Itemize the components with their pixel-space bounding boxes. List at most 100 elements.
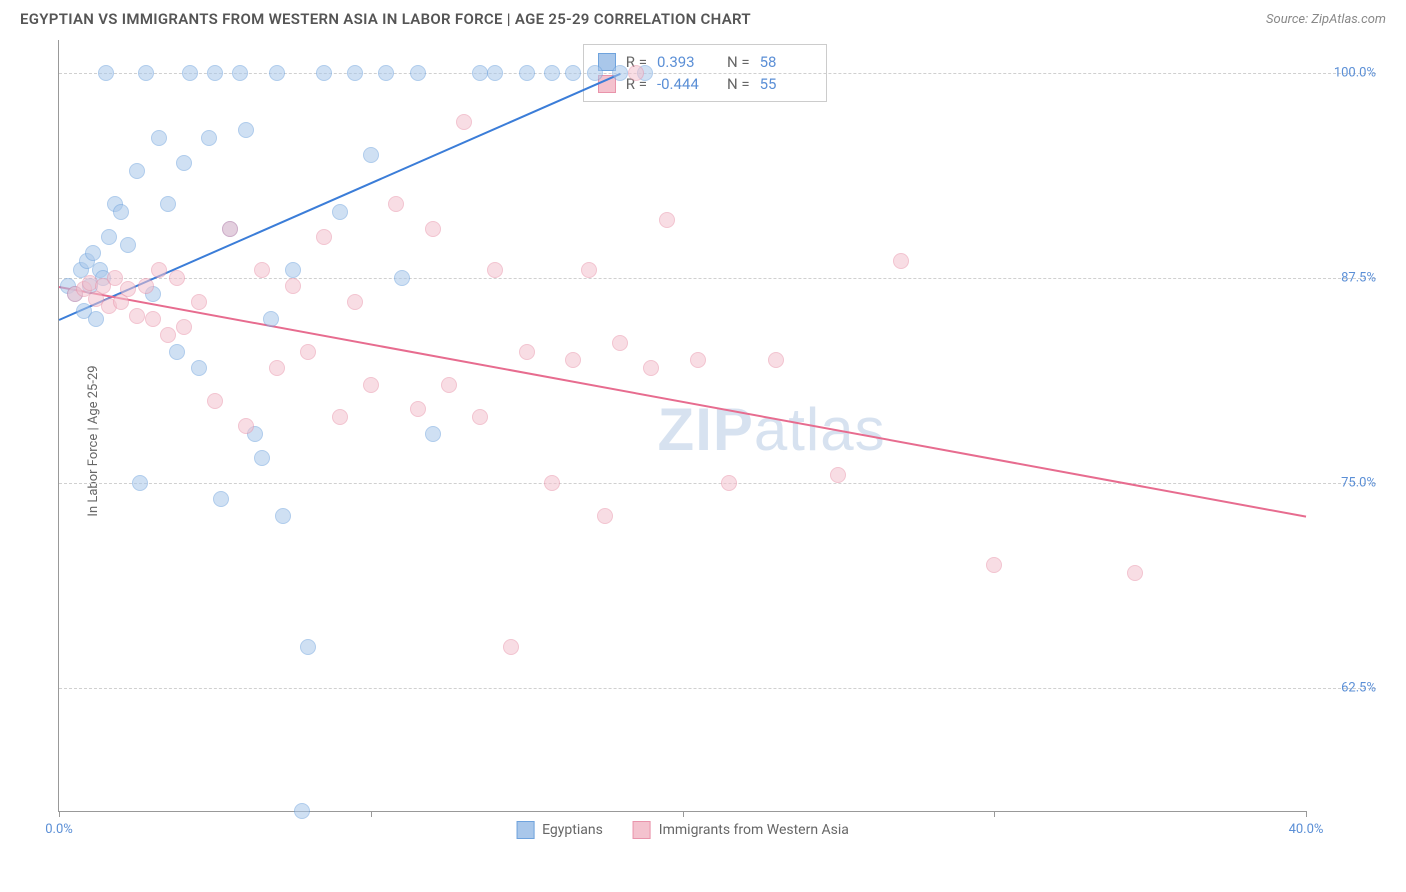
data-point: [612, 65, 628, 81]
data-point: [363, 377, 379, 393]
gridline: [59, 483, 1376, 484]
y-tick-label: 75.0%: [1333, 475, 1376, 490]
n-label: N =: [727, 53, 750, 71]
data-point: [120, 281, 136, 297]
data-point: [182, 65, 198, 81]
data-point: [207, 65, 223, 81]
legend-item: Immigrants from Western Asia: [633, 821, 849, 839]
data-point: [88, 311, 104, 327]
data-point: [544, 65, 560, 81]
legend-swatch: [633, 821, 651, 839]
data-point: [151, 262, 167, 278]
data-point: [169, 270, 185, 286]
data-point: [160, 327, 176, 343]
data-point: [138, 278, 154, 294]
data-point: [565, 65, 581, 81]
data-point: [191, 360, 207, 376]
legend-swatch: [516, 821, 534, 839]
x-tick-label: 0.0%: [45, 822, 73, 837]
data-point: [275, 508, 291, 524]
data-point: [316, 65, 332, 81]
data-point: [101, 229, 117, 245]
data-point: [285, 262, 301, 278]
plot-area: ZIPatlas R =0.393N =58R =-0.444N =55 Egy…: [58, 40, 1306, 812]
data-point: [191, 294, 207, 310]
data-point: [300, 344, 316, 360]
data-point: [254, 450, 270, 466]
data-point: [145, 311, 161, 327]
data-point: [98, 65, 114, 81]
legend-item: Egyptians: [516, 821, 603, 839]
data-point: [830, 467, 846, 483]
data-point: [544, 475, 560, 491]
data-point: [294, 803, 310, 819]
data-point: [232, 65, 248, 81]
data-point: [132, 475, 148, 491]
header: EGYPTIAN VS IMMIGRANTS FROM WESTERN ASIA…: [0, 0, 1406, 36]
data-point: [222, 221, 238, 237]
gridline: [59, 688, 1376, 689]
data-point: [893, 253, 909, 269]
data-point: [300, 639, 316, 655]
data-point: [1127, 565, 1143, 581]
data-point: [487, 65, 503, 81]
series-legend: Egyptians Immigrants from Western Asia: [516, 821, 849, 839]
data-point: [472, 409, 488, 425]
data-point: [85, 245, 101, 261]
data-point: [201, 130, 217, 146]
data-point: [425, 426, 441, 442]
data-point: [138, 65, 154, 81]
gridline: [59, 73, 1376, 74]
data-point: [565, 352, 581, 368]
data-point: [388, 196, 404, 212]
chart-container: In Labor Force | Age 25-29 ZIPatlas R =0…: [48, 40, 1386, 842]
x-tick: [994, 811, 995, 817]
x-tick: [683, 811, 684, 817]
data-point: [238, 122, 254, 138]
x-tick: [371, 811, 372, 817]
data-point: [113, 204, 129, 220]
data-point: [316, 229, 332, 245]
data-point: [285, 278, 301, 294]
x-tick: [59, 811, 60, 817]
data-point: [207, 393, 223, 409]
r-value: -0.444: [657, 75, 709, 93]
data-point: [690, 352, 706, 368]
data-point: [487, 262, 503, 278]
data-point: [612, 335, 628, 351]
data-point: [519, 65, 535, 81]
legend-label: Egyptians: [542, 822, 603, 838]
data-point: [129, 163, 145, 179]
n-value: 55: [760, 75, 812, 93]
data-point: [169, 344, 185, 360]
data-point: [263, 311, 279, 327]
data-point: [628, 65, 644, 81]
data-point: [151, 130, 167, 146]
chart-title: EGYPTIAN VS IMMIGRANTS FROM WESTERN ASIA…: [20, 10, 751, 28]
data-point: [269, 360, 285, 376]
data-point: [332, 409, 348, 425]
data-point: [503, 639, 519, 655]
data-point: [254, 262, 270, 278]
data-point: [410, 65, 426, 81]
data-point: [659, 212, 675, 228]
n-value: 58: [760, 53, 812, 71]
data-point: [378, 65, 394, 81]
data-point: [441, 377, 457, 393]
data-point: [120, 237, 136, 253]
x-tick-label: 40.0%: [1289, 822, 1324, 837]
data-point: [581, 262, 597, 278]
x-tick: [1306, 811, 1307, 817]
watermark: ZIPatlas: [658, 395, 886, 464]
legend-label: Immigrants from Western Asia: [659, 822, 849, 838]
data-point: [238, 418, 254, 434]
data-point: [363, 147, 379, 163]
data-point: [643, 360, 659, 376]
data-point: [176, 155, 192, 171]
n-label: N =: [727, 75, 750, 93]
data-point: [986, 557, 1002, 573]
data-point: [425, 221, 441, 237]
data-point: [129, 308, 145, 324]
y-tick-label: 100.0%: [1326, 65, 1376, 80]
data-point: [176, 319, 192, 335]
